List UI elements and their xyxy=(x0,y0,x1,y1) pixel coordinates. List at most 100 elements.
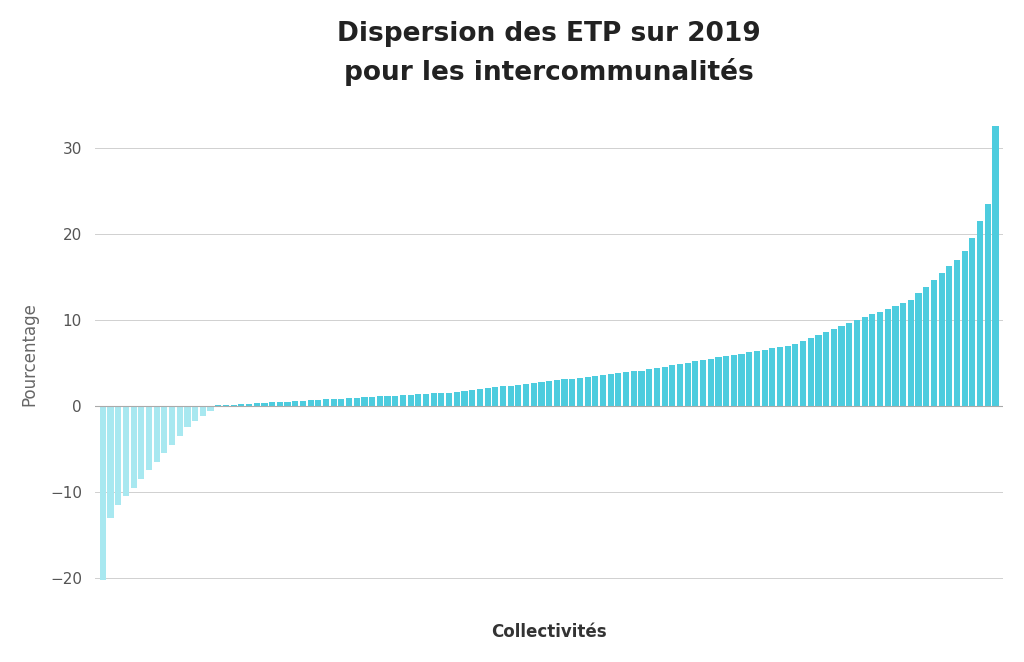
Bar xyxy=(462,391,468,406)
Bar xyxy=(992,126,998,406)
Bar xyxy=(530,383,537,406)
Bar xyxy=(408,395,414,406)
Bar xyxy=(515,385,521,406)
Title: Dispersion des ETP sur 2019
pour les intercommunalités: Dispersion des ETP sur 2019 pour les int… xyxy=(337,21,761,86)
Bar xyxy=(954,260,961,406)
Bar xyxy=(600,375,606,406)
Bar xyxy=(208,406,214,411)
Bar xyxy=(423,394,429,406)
Bar xyxy=(646,369,652,406)
Bar xyxy=(700,360,707,406)
Bar xyxy=(239,404,245,406)
Bar xyxy=(793,344,799,406)
Bar xyxy=(670,365,676,406)
Bar xyxy=(539,382,545,406)
Bar xyxy=(708,359,714,406)
Bar xyxy=(353,398,359,406)
Bar xyxy=(346,398,352,406)
Bar xyxy=(146,406,153,471)
Bar xyxy=(762,350,768,406)
Bar xyxy=(561,379,567,406)
Bar xyxy=(623,372,629,406)
Bar xyxy=(484,388,490,406)
Bar xyxy=(184,406,190,428)
Bar xyxy=(777,347,783,406)
Bar xyxy=(246,404,252,406)
Bar xyxy=(546,381,552,406)
Bar xyxy=(300,401,306,406)
Bar xyxy=(193,406,199,422)
Bar xyxy=(230,404,237,406)
Bar xyxy=(338,399,344,406)
Bar xyxy=(500,387,506,406)
Bar xyxy=(108,406,114,518)
Bar xyxy=(662,367,668,406)
Bar xyxy=(592,376,598,406)
Bar xyxy=(361,397,368,406)
Bar xyxy=(431,393,437,406)
Bar xyxy=(285,402,291,406)
Bar xyxy=(446,393,453,406)
Bar xyxy=(962,251,968,406)
Bar xyxy=(653,368,659,406)
Bar xyxy=(523,384,529,406)
Bar xyxy=(154,406,160,462)
Bar xyxy=(869,314,876,406)
Bar xyxy=(384,396,390,406)
Y-axis label: Pourcentage: Pourcentage xyxy=(20,303,39,406)
Bar xyxy=(569,379,575,406)
Bar xyxy=(130,406,136,488)
Bar xyxy=(177,406,183,436)
Bar xyxy=(138,406,144,479)
Bar xyxy=(399,395,407,406)
Bar xyxy=(508,385,514,406)
Bar xyxy=(454,392,460,406)
Bar xyxy=(784,346,791,406)
Bar xyxy=(839,326,845,406)
Bar xyxy=(800,341,806,406)
Bar xyxy=(885,308,891,406)
Bar xyxy=(369,397,375,406)
Bar xyxy=(754,351,760,406)
Bar xyxy=(931,280,937,406)
Bar xyxy=(685,363,691,406)
Bar xyxy=(223,405,229,406)
Bar xyxy=(970,238,976,406)
Bar xyxy=(438,393,444,406)
Bar xyxy=(477,389,483,406)
Bar xyxy=(900,303,906,406)
Bar xyxy=(731,355,737,406)
Bar xyxy=(924,287,930,406)
Bar xyxy=(269,402,275,406)
Bar xyxy=(323,399,329,406)
Bar xyxy=(877,312,883,406)
Bar xyxy=(99,406,105,580)
Bar xyxy=(638,371,644,406)
X-axis label: Collectivités: Collectivités xyxy=(492,623,607,641)
Bar xyxy=(723,356,729,406)
Bar xyxy=(846,323,852,406)
Bar xyxy=(738,354,744,406)
Bar xyxy=(469,390,475,406)
Bar xyxy=(254,403,260,406)
Bar xyxy=(607,374,613,406)
Bar xyxy=(677,364,683,406)
Bar xyxy=(315,400,322,406)
Bar xyxy=(200,406,206,416)
Bar xyxy=(392,396,398,406)
Bar xyxy=(331,399,337,406)
Bar xyxy=(977,221,983,406)
Bar xyxy=(823,332,829,406)
Bar xyxy=(276,402,283,406)
Bar xyxy=(907,300,913,406)
Bar xyxy=(939,273,945,406)
Bar xyxy=(769,348,775,406)
Bar xyxy=(493,387,499,406)
Bar xyxy=(115,406,121,505)
Bar xyxy=(808,338,814,406)
Bar xyxy=(169,406,175,445)
Bar xyxy=(854,320,860,406)
Bar xyxy=(861,317,867,406)
Bar xyxy=(946,266,952,406)
Bar xyxy=(815,335,821,406)
